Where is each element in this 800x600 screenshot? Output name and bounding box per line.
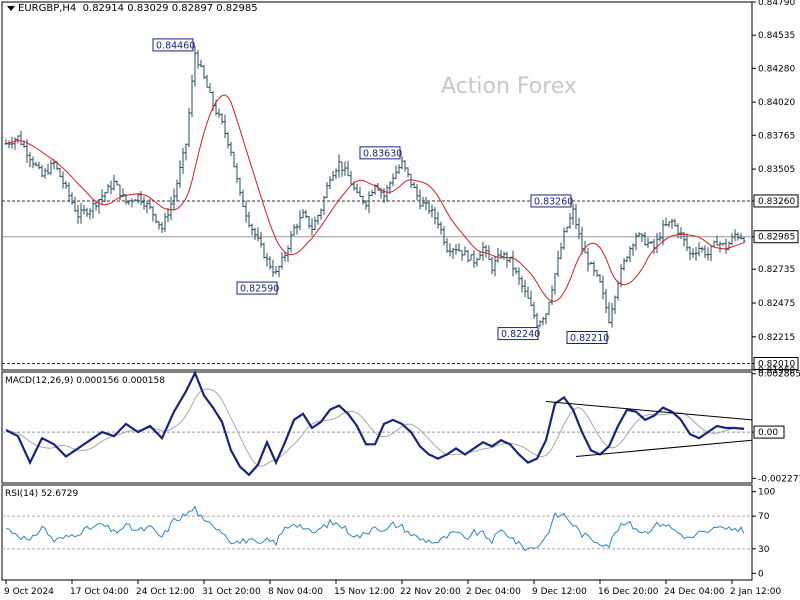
ohlc-bars xyxy=(4,46,746,328)
rsi-tick-2: 30 xyxy=(758,545,770,555)
price-tick-11: 0.82010 xyxy=(758,359,795,369)
x-tick-5: 15 Nov 12:00 xyxy=(334,587,395,597)
price-tick-5: 0.83505 xyxy=(758,165,795,175)
dropdown-triangle-icon[interactable] xyxy=(7,5,15,11)
x-tick-9: 16 Dec 20:00 xyxy=(598,587,659,597)
price-tick-1: 0.84535 xyxy=(758,31,795,41)
rsi-line xyxy=(5,505,745,551)
x-tick-8: 9 Dec 12:00 xyxy=(532,587,587,597)
price-tick-12: 0.81960 xyxy=(758,366,795,376)
macd-label: MACD(12,26,9) 0.000156 0.000158 xyxy=(5,376,165,386)
rsi-panel-frame xyxy=(1,484,753,581)
macd-tick-2: -0.002271 xyxy=(758,474,800,484)
x-tick-4: 8 Nov 04:00 xyxy=(268,587,323,597)
price-annotation-0: 0.84460 xyxy=(156,40,195,51)
macd-tick-1: 0.00 xyxy=(758,428,778,438)
symbol-label: EURGBP,H4 xyxy=(18,3,77,14)
price-annotation-3: 0.83260 xyxy=(534,196,573,207)
price-tick-2: 0.84280 xyxy=(758,64,795,74)
x-tick-3: 31 Oct 20:00 xyxy=(202,587,261,597)
macd-trendline-1 xyxy=(575,439,753,458)
x-tick-1: 17 Oct 04:00 xyxy=(70,587,129,597)
macd-main-line xyxy=(5,370,745,477)
rsi-tick-1: 70 xyxy=(758,512,770,522)
moving-average-line xyxy=(5,94,745,302)
price-annotation-box-2 xyxy=(359,146,401,160)
price-annotation-2: 0.83630 xyxy=(363,148,402,159)
macd-signal-line xyxy=(5,388,745,467)
x-tick-10: 24 Dec 04:00 xyxy=(664,587,725,597)
price-tick-box-6 xyxy=(753,194,799,208)
price-annotation-box-4 xyxy=(497,327,539,341)
macd-trendline-0 xyxy=(545,401,753,421)
price-tick-7: 0.82985 xyxy=(758,233,795,243)
x-tick-0: 9 Oct 2024 xyxy=(4,587,54,597)
price-annotation-box-3 xyxy=(530,194,572,208)
price-tick-8: 0.82735 xyxy=(758,265,795,275)
price-tick-0: 0.84790 xyxy=(758,0,795,8)
price-tick-9: 0.82475 xyxy=(758,299,795,309)
price-annotation-5: 0.82210 xyxy=(570,333,609,344)
rsi-label: RSI(14) 52.6729 xyxy=(5,489,79,499)
symbol-header: EURGBP,H4 0.82914 0.83029 0.82897 0.8298… xyxy=(7,3,258,14)
macd-tick-box-1 xyxy=(753,425,785,439)
price-annotation-box-0 xyxy=(152,38,194,52)
price-tick-box-7 xyxy=(753,230,799,244)
x-tick-2: 24 Oct 12:00 xyxy=(136,587,195,597)
rsi-tick-0: 100 xyxy=(758,488,775,498)
price-tick-4: 0.83765 xyxy=(758,131,795,141)
x-tick-6: 22 Nov 20:00 xyxy=(400,587,461,597)
watermark: Action Forex xyxy=(441,74,577,99)
price-tick-6: 0.83260 xyxy=(758,197,795,207)
price-annotation-1: 0.82590 xyxy=(240,284,279,295)
price-annotation-box-1 xyxy=(236,281,278,295)
price-tick-box-11 xyxy=(753,356,799,370)
macd-tick-0: 0.002865 xyxy=(758,370,800,380)
price-annotation-4: 0.82240 xyxy=(501,329,540,340)
macd-panel-frame xyxy=(1,371,753,484)
price-panel-frame xyxy=(1,1,753,371)
x-tick-7: 2 Dec 04:00 xyxy=(466,587,521,597)
price-tick-3: 0.84020 xyxy=(758,98,795,108)
rsi-tick-3: 0 xyxy=(758,569,764,579)
price-annotation-box-5 xyxy=(566,330,608,344)
x-tick-11: 2 Jan 12:00 xyxy=(730,587,782,597)
price-tick-10: 0.82215 xyxy=(758,333,795,343)
ohlc-values: 0.82914 0.83029 0.82897 0.82985 xyxy=(82,3,258,14)
